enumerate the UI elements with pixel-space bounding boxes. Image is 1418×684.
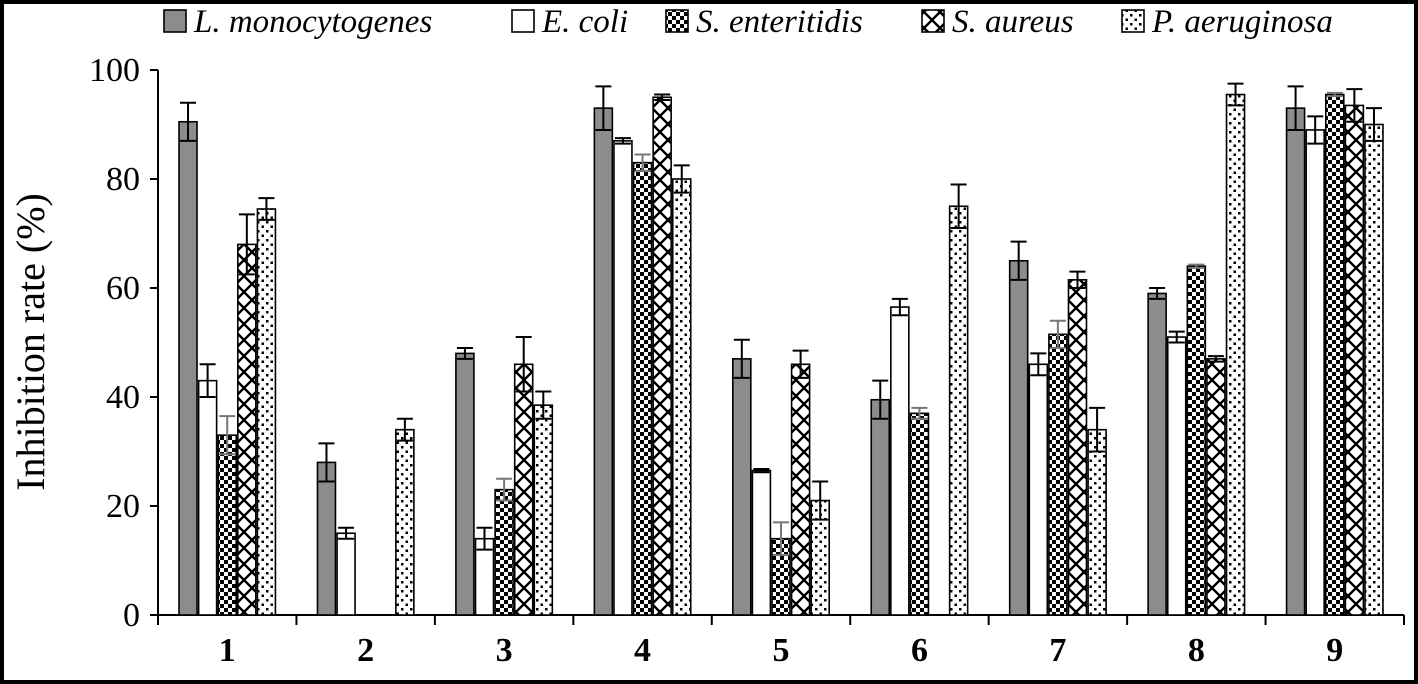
- y-tick-label: 60: [106, 270, 140, 307]
- bar: [316, 461, 337, 616]
- x-tick-label: 1: [219, 632, 236, 669]
- x-tick-label: 6: [911, 632, 928, 669]
- y-tick-label: 40: [106, 379, 140, 416]
- bar: [671, 178, 692, 616]
- bar: [1285, 107, 1306, 616]
- series-2: [217, 91, 1345, 616]
- bar: [1028, 363, 1049, 616]
- y-axis-label: Inhibition rate (%): [8, 193, 53, 491]
- legend-label: L. monocytogenes: [193, 4, 432, 40]
- bar: [1008, 259, 1029, 616]
- legend-swatch: [665, 9, 689, 33]
- bar: [1048, 333, 1068, 616]
- y-tick-label: 20: [106, 488, 140, 525]
- bar: [870, 398, 891, 616]
- bar: [613, 140, 633, 616]
- bar: [790, 363, 811, 616]
- bar: [1364, 123, 1384, 616]
- bar: [1225, 93, 1246, 616]
- bar: [455, 352, 475, 616]
- legend-item: S. aureus: [921, 4, 1074, 40]
- bar: [336, 532, 356, 616]
- bar-series-group: [178, 82, 1384, 616]
- bar: [1305, 129, 1325, 616]
- y-tick-label: 0: [123, 597, 140, 634]
- series-4: [256, 82, 1384, 616]
- legend-item: L. monocytogenes: [163, 4, 432, 40]
- bar: [890, 306, 910, 616]
- bar: [652, 96, 672, 616]
- bar: [593, 107, 614, 616]
- bar: [1067, 279, 1088, 616]
- bar: [948, 205, 969, 616]
- series-0: [178, 85, 1306, 616]
- legend-swatch: [163, 9, 187, 33]
- x-tick-label: 4: [634, 632, 651, 669]
- legend-label: E. coli: [541, 4, 628, 40]
- bar: [1166, 336, 1187, 616]
- x-tick-label: 3: [496, 632, 513, 669]
- legend-label: P. aeruginosa: [1151, 4, 1333, 40]
- x-tick-label: 8: [1188, 632, 1205, 669]
- bar: [256, 208, 277, 616]
- bar: [751, 469, 772, 616]
- bar: [237, 243, 257, 616]
- chart-axes: 0 20 40 60 80 100 1 2 3 4 5 6 7 8 9: [89, 52, 1405, 669]
- bar: [395, 428, 415, 616]
- x-tick-label: 7: [1049, 632, 1066, 669]
- bar: [197, 379, 218, 616]
- bar: [632, 161, 653, 616]
- chart-legend: L. monocytogenes E. coli S. enteritidis S. …: [163, 4, 1333, 40]
- bar-chart: L. monocytogenes E. coli S. enteritidis S. …: [8, 4, 1405, 669]
- legend-item: P. aeruginosa: [1121, 4, 1333, 40]
- legend-item: E. coli: [511, 4, 628, 40]
- x-tick-label: 9: [1326, 632, 1343, 669]
- bar: [909, 412, 930, 616]
- bar: [494, 488, 514, 616]
- y-tick-label: 80: [106, 161, 140, 198]
- bar: [178, 120, 198, 616]
- bar: [731, 358, 752, 616]
- bar: [1087, 428, 1107, 616]
- bar: [1324, 93, 1345, 616]
- bar: [533, 404, 554, 616]
- series-3: [237, 88, 1365, 616]
- legend-label: S. aureus: [952, 4, 1074, 40]
- legend-swatch: [921, 9, 945, 33]
- bar: [217, 434, 238, 616]
- legend-swatch: [511, 9, 535, 33]
- bar: [1186, 265, 1207, 616]
- legend-item: S. enteritidis: [665, 4, 863, 40]
- bar: [1206, 358, 1226, 616]
- bar: [513, 363, 534, 616]
- bar: [1147, 292, 1167, 616]
- legend-label: S. enteritidis: [696, 4, 863, 40]
- x-tick-label: 2: [357, 632, 374, 669]
- bar: [1344, 104, 1365, 616]
- series-1: [197, 115, 1325, 616]
- legend-swatch: [1121, 9, 1145, 33]
- y-tick-label: 100: [89, 52, 140, 89]
- x-tick-label: 5: [773, 632, 790, 669]
